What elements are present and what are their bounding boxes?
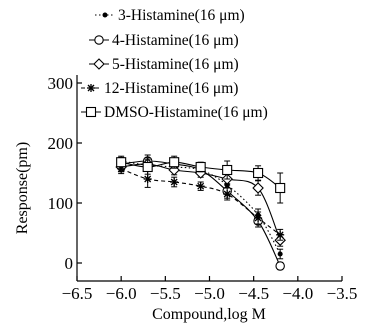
marker-star (254, 214, 263, 222)
x-tick-label: −3.5 (327, 284, 358, 303)
marker-diamond (168, 164, 180, 176)
x-tick-label: −6.5 (62, 284, 93, 303)
marker-diamond (93, 58, 105, 70)
marker-square (222, 164, 233, 176)
marker-square (169, 157, 180, 168)
y-tick-label: 200 (48, 134, 74, 153)
legend-entry-1: 4-Histamine(16 μm) (89, 32, 239, 49)
legend-entry-3: 12-Histamine(16 μm) (81, 80, 238, 97)
legend: 3-Histamine(16 μm) 4-Histamine(16 μm) 5-Hi… (81, 7, 268, 121)
series-points-4 (116, 155, 286, 204)
marker-square (116, 157, 127, 168)
marker-circle (275, 261, 285, 271)
marker-star-stroke (254, 214, 262, 222)
marker-square (142, 161, 153, 173)
marker-star (196, 182, 205, 191)
marker-square (253, 167, 264, 179)
marker-star-stroke (276, 231, 284, 239)
marker-square (195, 161, 206, 173)
marker-star-stroke (144, 175, 152, 183)
axes: 0 100 200 300 −6.5 −6.0 −5.5 −5.0 −4.5 −4.0 −3.5 (48, 74, 358, 303)
y-tick-label: 100 (48, 194, 74, 213)
legend-entry-4: DMSO-Histamine(16 μm) (81, 104, 268, 121)
marker-star (170, 178, 179, 186)
marker-star-stroke (170, 178, 178, 186)
marker-star (223, 190, 232, 198)
marker-diamond (252, 182, 264, 194)
marker-star-stroke (197, 182, 205, 190)
marker-circle (94, 35, 104, 45)
marker-star-stroke (87, 84, 95, 92)
legend-label: 5-Histamine(16 μm) (112, 56, 239, 73)
y-tick-label: 300 (48, 74, 74, 93)
x-axis-label: Compound,log M (152, 306, 266, 323)
legend-label: 12-Histamine(16 μm) (104, 80, 238, 97)
legend-label: 4-Histamine(16 μm) (112, 32, 239, 49)
x-tick-label: −5.0 (194, 284, 225, 303)
x-tick-label: −4.5 (238, 284, 269, 303)
y-axis-label: Response(pm) (14, 142, 31, 234)
marker-star (276, 230, 285, 239)
marker-star-stroke (223, 190, 231, 198)
legend-label: DMSO-Histamine(16 μm) (104, 104, 268, 121)
marker-star (143, 175, 152, 183)
legend-entry-0: 3-Histamine(16 μm) (95, 7, 245, 24)
legend-label: 3-Histamine(16 μm) (118, 7, 245, 24)
x-tick-label: −5.5 (150, 284, 181, 303)
data-points (115, 154, 286, 271)
legend-entry-2: 5-Histamine(16 μm) (89, 56, 239, 73)
x-tick-label: −4.0 (282, 284, 313, 303)
marker-dot (277, 251, 283, 257)
marker-star (87, 84, 95, 92)
x-tick-label: −6.0 (106, 284, 137, 303)
marker-dot (102, 12, 108, 18)
marker-square (275, 182, 286, 194)
marker-square (85, 106, 97, 118)
y-tick-label: 0 (65, 254, 74, 273)
